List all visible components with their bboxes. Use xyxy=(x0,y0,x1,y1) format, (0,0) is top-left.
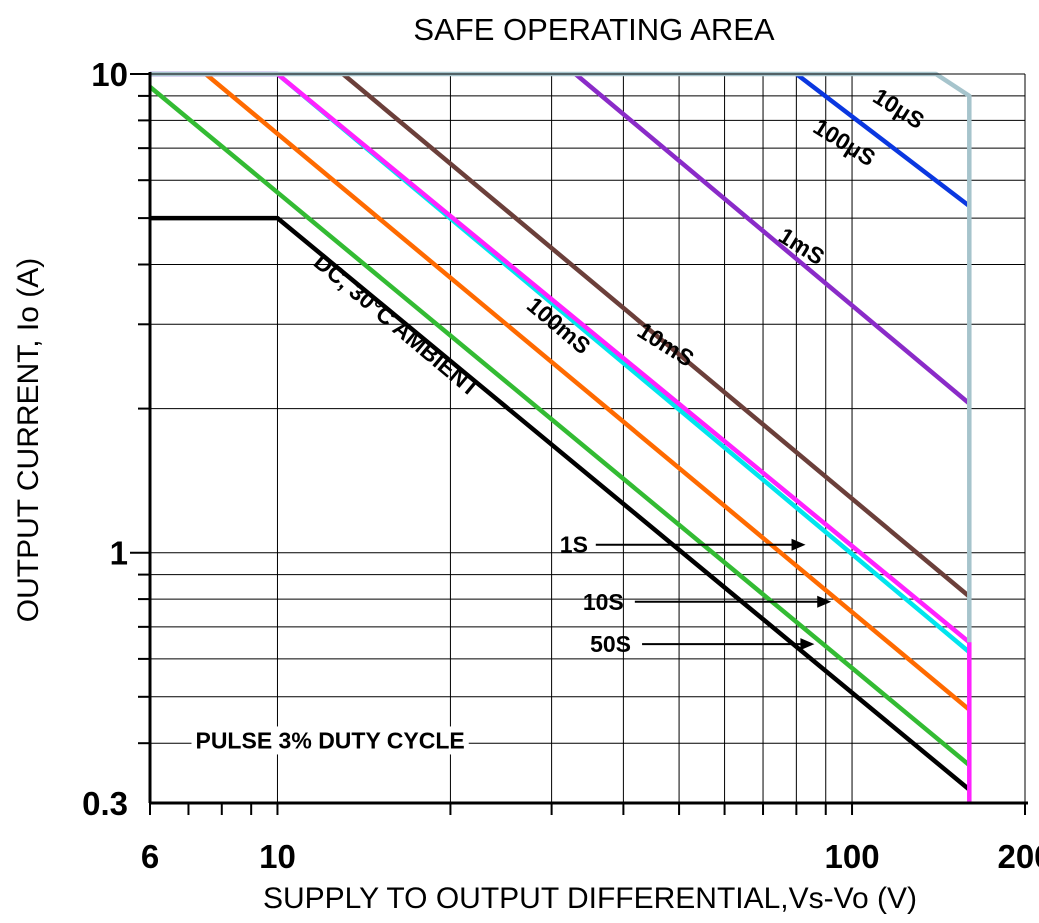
series-line xyxy=(150,215,971,792)
y-tick-label: 10 xyxy=(91,56,128,93)
annotation-label: 1S xyxy=(560,532,588,558)
grid-layer xyxy=(150,74,1025,803)
annotation-background xyxy=(191,726,469,755)
series-line xyxy=(148,85,971,767)
annotation-arrowhead xyxy=(791,538,806,551)
series-line xyxy=(204,72,971,712)
x-tick-label: 100 xyxy=(825,838,880,875)
y-tick-label: 1 xyxy=(110,535,128,572)
annotation-label: 100μS xyxy=(809,113,880,171)
plot-frame xyxy=(148,72,1028,805)
axis-ticks: 6 10 100 200 10 1 0.3 xyxy=(82,56,1039,875)
x-tick-label: 6 xyxy=(141,838,159,875)
series-line xyxy=(150,71,972,803)
series-line xyxy=(150,71,971,654)
series-line xyxy=(341,72,971,599)
annotation-label: 10μS xyxy=(869,83,929,134)
series-line xyxy=(573,72,971,406)
annotation-label: 10mS xyxy=(633,317,699,372)
annotation-label: DC, 30°C AMBIENT xyxy=(309,248,485,401)
chart-title: SAFE OPERATING AREA xyxy=(413,12,775,47)
y-tick-label: 0.3 xyxy=(82,785,128,822)
annotation-arrowhead xyxy=(817,595,832,608)
annotation-label: 50S xyxy=(590,631,631,657)
annotation-arrowhead xyxy=(800,638,815,651)
annotation-label: 10S xyxy=(583,589,624,615)
series-layer xyxy=(148,71,972,803)
x-tick-label: 200 xyxy=(997,838,1039,875)
x-axis-label: SUPPLY TO OUTPUT DIFFERENTIAL,Vs-Vo (V) xyxy=(263,882,917,915)
series-line xyxy=(795,72,971,208)
annotation-label: PULSE 3% DUTY CYCLE xyxy=(195,727,464,753)
y-axis-label: OUTPUT CURRENT, Io (A) xyxy=(12,258,45,622)
x-tick-label: 10 xyxy=(259,838,296,875)
